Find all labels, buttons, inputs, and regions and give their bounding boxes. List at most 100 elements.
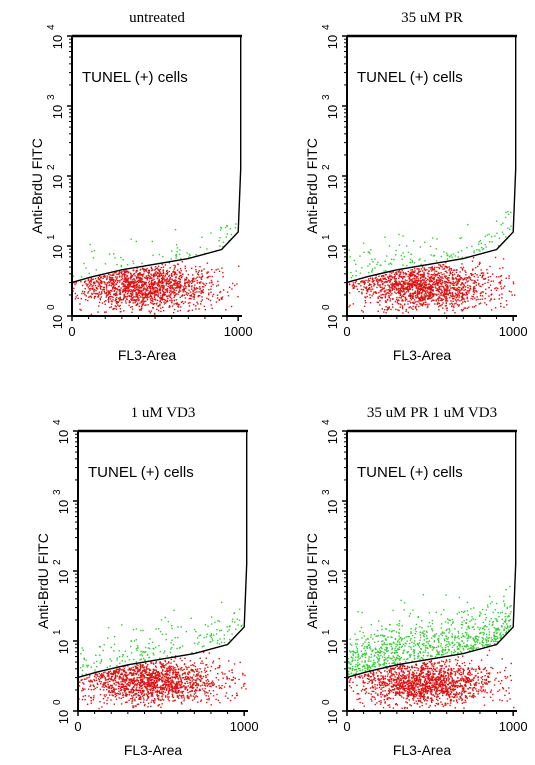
tunel-negative-event [441,298,442,299]
tunel-negative-event [381,287,382,288]
tunel-positive-event [221,227,222,228]
tunel-negative-event [415,295,416,296]
tunel-negative-event [133,286,134,287]
tunel-negative-event [452,272,453,273]
tunel-negative-event [103,689,104,690]
tunel-negative-event [121,669,122,670]
tunel-negative-event [417,282,418,283]
tunel-negative-event [133,670,134,671]
tunel-negative-event [132,683,133,684]
tunel-negative-event [152,307,153,308]
tunel-negative-event [231,306,232,307]
tunel-negative-event [133,667,134,668]
tunel-negative-event [414,299,415,300]
tunel-negative-event [166,284,167,285]
tunel-positive-event [219,643,220,644]
tunel-negative-event [356,286,357,287]
tunel-negative-event [144,681,145,682]
tunel-negative-event [229,670,230,671]
tunel-negative-event [444,296,445,297]
tunel-negative-event [129,290,130,291]
tunel-negative-event [195,666,196,667]
tunel-negative-event [105,682,106,683]
tunel-negative-event [205,675,206,676]
tunel-negative-event [446,276,447,277]
tunel-negative-event [412,289,413,290]
tunel-negative-event [153,287,154,288]
tunel-negative-event [155,287,156,288]
tunel-negative-event [132,698,133,699]
tunel-negative-event [386,289,387,290]
tunel-negative-event [469,290,470,291]
tunel-negative-event [480,295,481,296]
tunel-negative-event [171,676,172,677]
tunel-negative-event [156,694,157,695]
tunel-negative-event [436,280,437,281]
tunel-negative-event [102,289,103,290]
tunel-negative-event [216,285,217,286]
tunel-negative-event [463,286,464,287]
tunel-negative-event [178,304,179,305]
tunel-negative-event [422,266,423,267]
tunel-negative-event [496,276,497,277]
tunel-negative-event [442,308,443,309]
tunel-negative-event [449,268,450,269]
tunel-positive-event [180,258,181,259]
tunel-negative-event [169,288,170,289]
tunel-negative-event [477,296,478,297]
tunel-negative-event [389,288,390,289]
tunel-negative-event [153,673,154,674]
tunel-negative-event [129,685,130,686]
tunel-negative-event [171,276,172,277]
tunel-negative-event [377,282,378,283]
tunel-negative-event [152,303,153,304]
tunel-negative-event [437,274,438,275]
tunel-positive-event [466,247,467,248]
tunel-negative-event [421,304,422,305]
tunel-negative-event [192,274,193,275]
tunel-negative-event [206,658,207,659]
tunel-negative-event [184,280,185,281]
tunel-negative-event [501,280,502,281]
tunel-negative-event [390,309,391,310]
tunel-negative-event [185,689,186,690]
tunel-negative-event [448,280,449,281]
tunel-negative-event [388,280,389,281]
tunel-negative-event [107,674,108,675]
tunel-negative-event [100,287,101,288]
tunel-negative-event [154,699,155,700]
tunel-positive-event [372,268,373,269]
tunel-negative-event [418,272,419,273]
tunel-negative-event [441,290,442,291]
tunel-negative-event [201,671,202,672]
tunel-negative-event [140,296,141,297]
tunel-negative-event [407,276,408,277]
tunel-negative-event [390,294,391,295]
tunel-negative-event [488,287,489,288]
tunel-negative-event [127,278,128,279]
tunel-negative-event [194,697,195,698]
tunel-negative-event [157,278,158,279]
tunel-negative-event [141,308,142,309]
tunel-negative-event [416,288,417,289]
tunel-negative-event [175,277,176,278]
tunel-negative-event [221,685,222,686]
tunel-negative-event [394,274,395,275]
tunel-negative-event [151,310,152,311]
tunel-negative-event [152,694,153,695]
tunel-positive-event [395,254,396,255]
tunel-negative-event [422,297,423,298]
tunel-negative-event [180,686,181,687]
tunel-negative-event [179,684,180,685]
tunel-positive-event [85,660,86,661]
tunel-negative-event [147,290,148,291]
tunel-negative-event [407,288,408,289]
tunel-negative-event [106,295,107,296]
tunel-negative-event [165,289,166,290]
tunel-negative-event [446,272,447,273]
tunel-negative-event [227,292,228,293]
tunel-negative-event [198,683,199,684]
tunel-negative-event [197,273,198,274]
tunel-negative-event [409,278,410,279]
tunel-negative-event [124,297,125,298]
